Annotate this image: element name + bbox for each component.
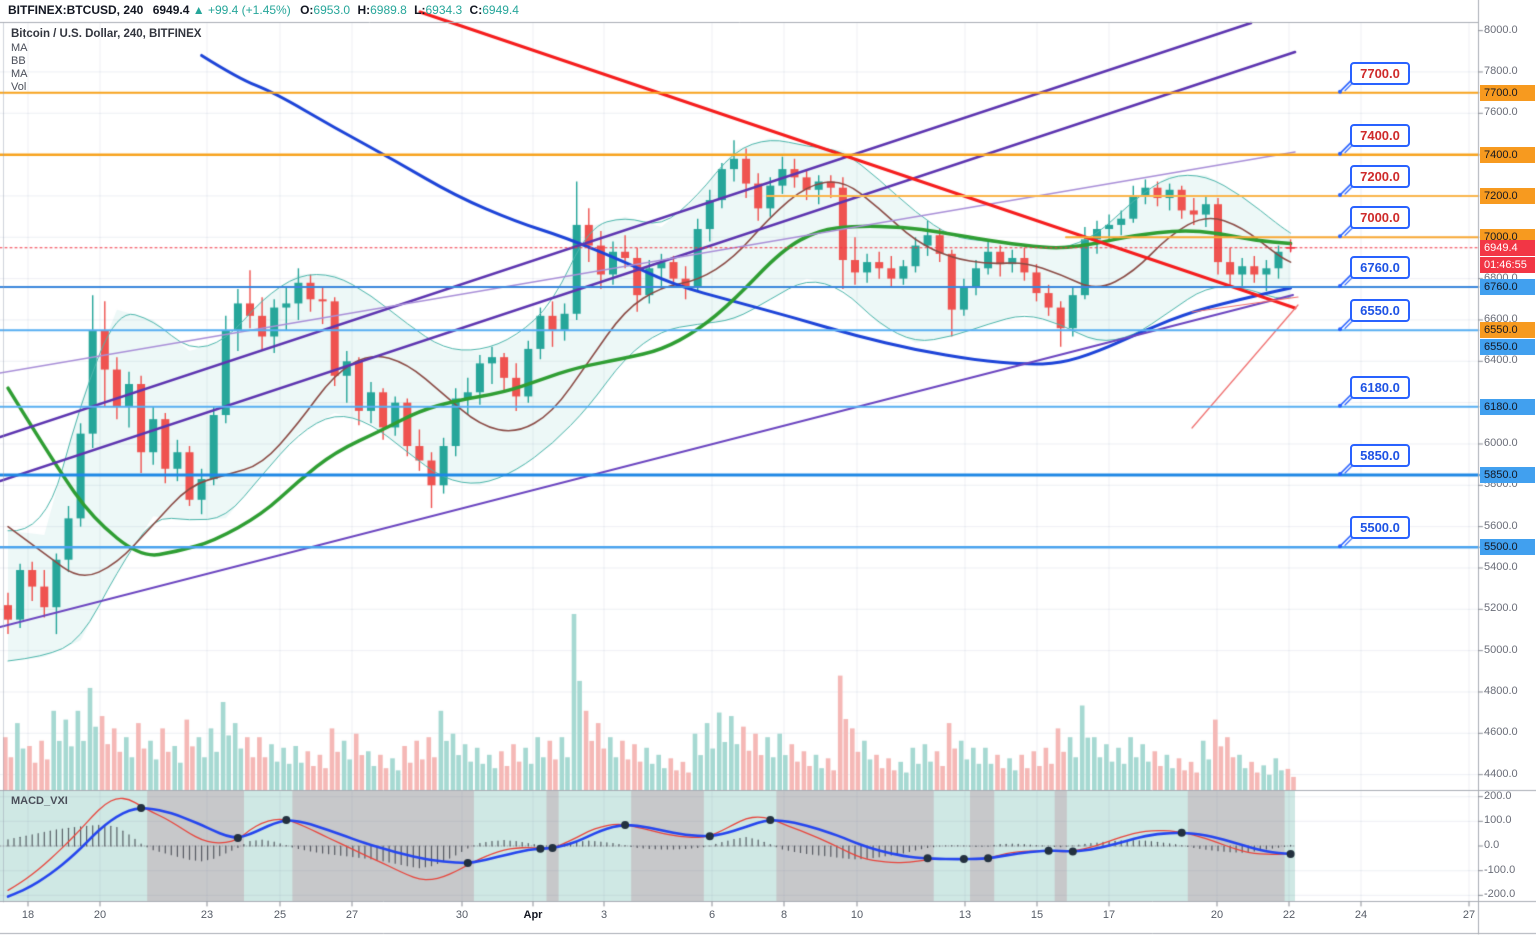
tradingview-chart-window: BITFINEX:BTCUSD, 240 6949.4 ▲ +99.4 (+1.… <box>0 0 1536 935</box>
chart-canvas[interactable] <box>0 0 1536 935</box>
